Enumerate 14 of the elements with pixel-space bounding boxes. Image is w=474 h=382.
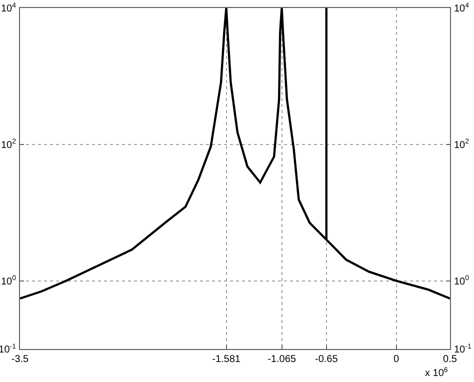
text: 10$^{4}$ — [454, 2, 470, 14]
x-tick-label: 0.5 — [443, 354, 458, 365]
text: 10$^{0}$ — [454, 275, 470, 288]
text: 10$^{2}$ — [454, 138, 470, 151]
x-tick-label: 0 — [393, 354, 400, 365]
y-tick-label: 10$^{0}$ — [0, 275, 16, 288]
text: x 10$^{6}$ — [425, 367, 448, 380]
x-tick-label: -1.581 — [212, 354, 241, 365]
y-tick-label: 10$^{2}$ — [0, 138, 16, 151]
x-tick-label: -0.65 — [314, 354, 338, 365]
x-tick-label: -1.065 — [268, 354, 296, 365]
text: 10$^{-1}$ — [454, 343, 472, 356]
y-tick-label: 10$^{4}$ — [0, 2, 16, 14]
x-tick-label: -3.5 — [11, 354, 30, 365]
